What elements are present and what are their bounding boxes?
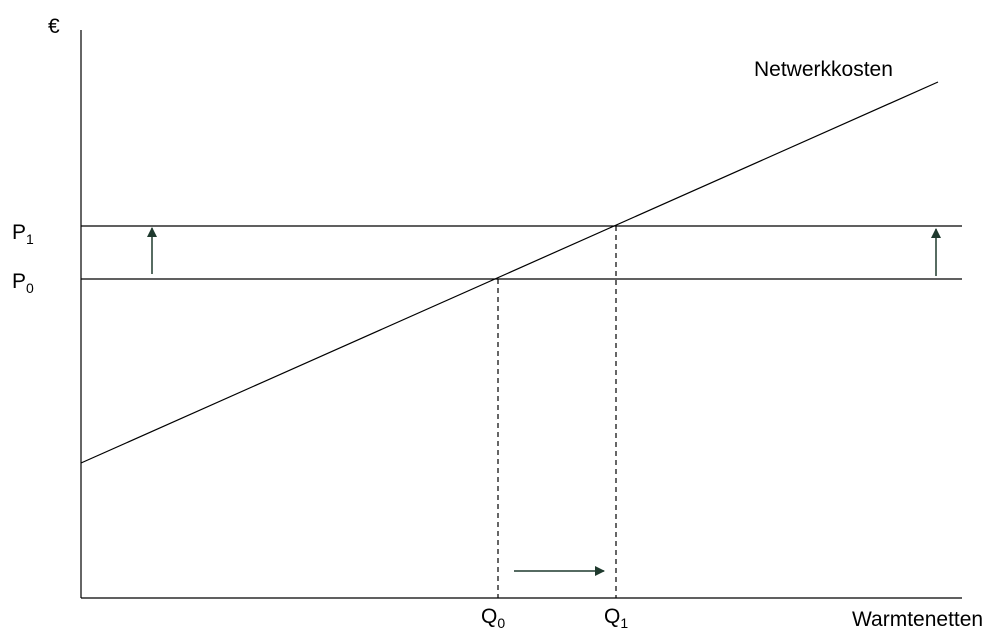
quantity-label-q0: Q0 [481, 605, 505, 631]
price-label-p0: P0 [12, 270, 34, 296]
network-cost-line [80, 81, 939, 464]
x-axis-label: Warmtenetten [852, 608, 983, 631]
price-label-p1: P1 [12, 221, 34, 247]
y-axis-label: € [48, 15, 60, 38]
curve-label: Netwerkkosten [754, 58, 893, 81]
quantity-label-q1: Q1 [604, 605, 628, 631]
